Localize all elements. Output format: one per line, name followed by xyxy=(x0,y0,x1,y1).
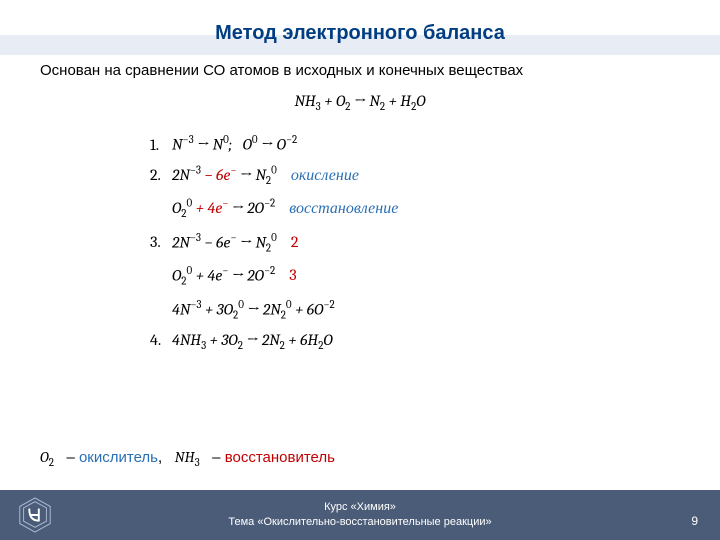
page-number: 9 xyxy=(691,514,698,528)
step-1: 1. N−3 → N0; O0 → O−2 xyxy=(150,133,570,153)
step-3b: O20 + 4e− → 2O−2 3 xyxy=(172,264,570,288)
subtitle-text: Основан на сравнении СО атомов в исходны… xyxy=(40,62,523,79)
step-3a: 3. 2N−3 − 6e− → N20 2 xyxy=(150,231,570,255)
footer-line-1: Курс «Химия» xyxy=(0,500,720,515)
step-3c: 4N−3 + 3O20 → 2N20 + 6O−2 xyxy=(172,298,570,322)
content-area: NH3 + O2 → N2 + H2O 1. N−3 → N0; O0 → O−… xyxy=(150,92,570,362)
main-equation: NH3 + O2 → N2 + H2O xyxy=(150,92,570,113)
step-2b: O20 + 4e− → 2O−2 восстановление xyxy=(172,197,570,221)
page-title: Метод электронного баланса xyxy=(0,22,720,45)
footer-line-2: Тема «Окислительно-восстановительные реа… xyxy=(0,515,720,530)
footer-bar: Курс «Химия» Тема «Окислительно-восстано… xyxy=(0,490,720,540)
reduction-label: восстановление xyxy=(289,199,398,218)
step-4: 4. 4NH3 + 3O2 → 2N2 + 6H2O xyxy=(150,331,570,352)
oxidation-label: окисление xyxy=(291,166,359,185)
logo-icon xyxy=(16,496,54,534)
step-2a: 2. 2N−3 − 6e− → N20 окисление xyxy=(150,164,570,188)
summary-line: O2 – окислитель, NH3 – восстановитель xyxy=(40,448,335,469)
